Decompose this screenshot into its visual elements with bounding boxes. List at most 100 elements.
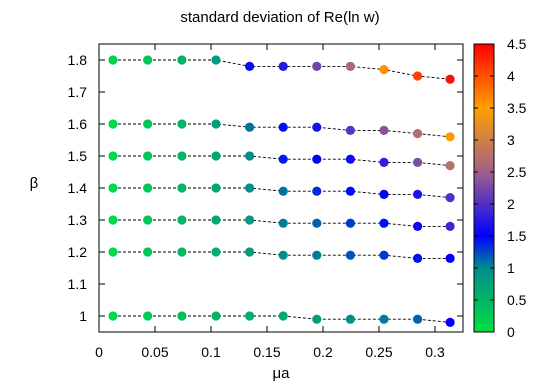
- y-axis-ticks: 1 1.1 1.2 1.3 1.4 1.5 1.6 1.7 1.8: [68, 52, 463, 324]
- data-point: [211, 183, 221, 193]
- data-point: [143, 247, 153, 257]
- data-point: [278, 218, 288, 228]
- data-points: [108, 55, 455, 327]
- data-point: [245, 247, 255, 257]
- colorbar: 0 0.5 1 1.5 2 2.5 3 3.5 4 4.5: [473, 36, 527, 340]
- colorbar-tick-label: 2.5: [507, 164, 527, 180]
- data-point: [379, 65, 389, 75]
- data-point: [108, 247, 118, 257]
- x-tick-label: 0.1: [201, 344, 221, 360]
- data-point: [177, 247, 187, 257]
- data-point: [211, 119, 221, 129]
- data-point: [345, 218, 355, 228]
- x-tick-label: 0.15: [253, 344, 280, 360]
- data-point: [379, 189, 389, 199]
- data-point: [345, 154, 355, 164]
- data-point: [211, 151, 221, 161]
- data-point: [278, 186, 288, 196]
- data-point: [345, 125, 355, 135]
- y-axis-label: β: [30, 175, 39, 192]
- data-point: [278, 250, 288, 260]
- y-tick-label: 1: [79, 308, 87, 324]
- y-tick-label: 1.1: [68, 276, 88, 292]
- data-point: [143, 151, 153, 161]
- data-point: [143, 55, 153, 65]
- data-point: [245, 311, 255, 321]
- data-point: [143, 215, 153, 225]
- x-axis-label: μa: [273, 365, 291, 382]
- data-point: [379, 250, 389, 260]
- data-point: [413, 189, 423, 199]
- y-tick-label: 1.6: [68, 116, 88, 132]
- y-tick-label: 1.2: [68, 244, 88, 260]
- colorbar-tick-label: 3: [507, 132, 515, 148]
- plot-area: [108, 55, 455, 327]
- x-tick-label: 0.3: [425, 344, 445, 360]
- y-tick-label: 1.5: [68, 148, 88, 164]
- data-point: [312, 122, 322, 132]
- data-point: [345, 61, 355, 71]
- data-point: [211, 311, 221, 321]
- data-point: [413, 314, 423, 324]
- data-point: [177, 55, 187, 65]
- x-tick-label: 0.05: [141, 344, 168, 360]
- data-point: [108, 215, 118, 225]
- data-point: [245, 122, 255, 132]
- data-point: [177, 183, 187, 193]
- data-point: [245, 61, 255, 71]
- data-point: [312, 250, 322, 260]
- data-point: [445, 317, 455, 327]
- data-point: [345, 250, 355, 260]
- colorbar-tick-label: 1.5: [507, 228, 527, 244]
- colorbar-tick-label: 0: [507, 324, 515, 340]
- data-point: [312, 154, 322, 164]
- data-point: [177, 311, 187, 321]
- data-point: [379, 125, 389, 135]
- data-point: [413, 157, 423, 167]
- data-point: [312, 61, 322, 71]
- colorbar-tick-label: 2: [507, 196, 515, 212]
- data-point: [245, 215, 255, 225]
- colorbar-tick-label: 1: [507, 260, 515, 276]
- colorbar-gradient: [473, 43, 495, 333]
- data-point: [345, 186, 355, 196]
- data-point: [108, 311, 118, 321]
- y-tick-label: 1.4: [68, 180, 88, 196]
- data-point: [143, 311, 153, 321]
- data-point: [379, 314, 389, 324]
- data-point: [211, 55, 221, 65]
- x-axis-ticks: 0 0.05 0.1 0.15 0.2 0.25 0.3: [95, 44, 445, 360]
- y-tick-label: 1.7: [68, 84, 88, 100]
- data-point: [445, 221, 455, 231]
- colorbar-tick-label: 3.5: [507, 100, 527, 116]
- data-point: [445, 74, 455, 84]
- data-point: [445, 253, 455, 263]
- data-point: [345, 314, 355, 324]
- data-point: [413, 253, 423, 263]
- data-point: [312, 186, 322, 196]
- data-point: [211, 215, 221, 225]
- data-point: [143, 119, 153, 129]
- data-point: [445, 161, 455, 171]
- data-point: [445, 132, 455, 142]
- data-point: [211, 247, 221, 257]
- data-point: [413, 221, 423, 231]
- data-point: [108, 151, 118, 161]
- data-point: [278, 154, 288, 164]
- data-point: [379, 157, 389, 167]
- data-point: [108, 119, 118, 129]
- data-point: [177, 119, 187, 129]
- data-point: [278, 61, 288, 71]
- data-point: [379, 218, 389, 228]
- colorbar-tick-label: 4.5: [507, 36, 527, 52]
- y-tick-label: 1.3: [68, 212, 88, 228]
- x-tick-label: 0.25: [365, 344, 392, 360]
- data-point: [278, 122, 288, 132]
- colorbar-ticks: 0 0.5 1 1.5 2 2.5 3 3.5 4 4.5: [474, 36, 527, 340]
- data-point: [445, 193, 455, 203]
- data-point: [143, 183, 153, 193]
- data-point: [312, 314, 322, 324]
- colorbar-tick-label: 0.5: [507, 292, 527, 308]
- data-point: [108, 55, 118, 65]
